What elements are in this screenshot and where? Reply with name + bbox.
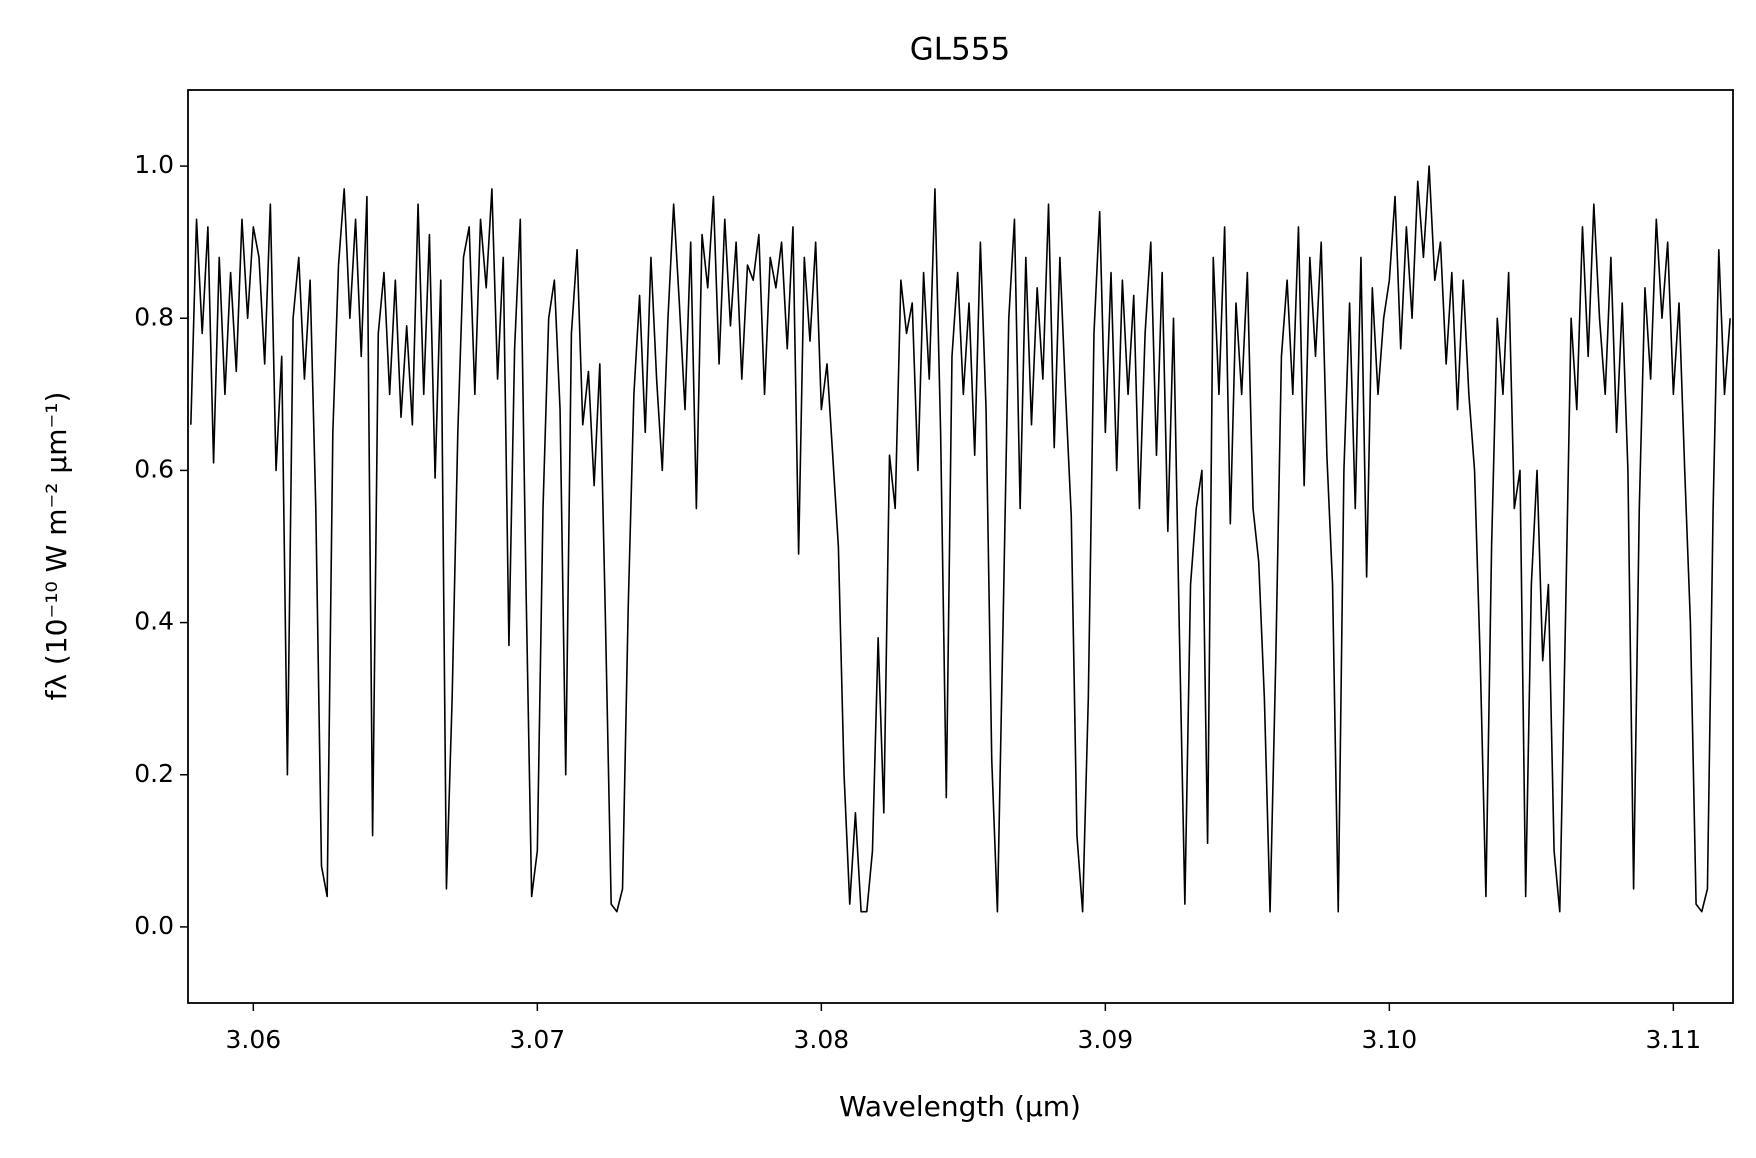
y-tick-label: 0.6 bbox=[134, 454, 174, 483]
y-tick-label: 0.0 bbox=[134, 911, 174, 940]
x-tick-label: 3.06 bbox=[225, 1025, 281, 1054]
spectrum-line bbox=[190, 165, 1731, 913]
y-axis-label: fλ (10⁻¹⁰ W m⁻² μm⁻¹) bbox=[40, 392, 73, 701]
y-tick-label: 0.4 bbox=[134, 607, 174, 636]
plot-frame bbox=[187, 89, 1734, 1004]
x-axis-label: Wavelength (μm) bbox=[839, 1090, 1081, 1123]
x-tick-label: 3.09 bbox=[1078, 1025, 1134, 1054]
x-tick-label: 3.11 bbox=[1646, 1025, 1702, 1054]
x-tick-label: 3.08 bbox=[794, 1025, 850, 1054]
y-tick-label: 1.0 bbox=[134, 150, 174, 179]
y-tick-label: 0.8 bbox=[134, 302, 174, 331]
x-tick-label: 3.07 bbox=[509, 1025, 565, 1054]
y-tick-label: 0.2 bbox=[134, 759, 174, 788]
x-tick-label: 3.10 bbox=[1362, 1025, 1418, 1054]
chart-title: GL555 bbox=[910, 32, 1010, 68]
